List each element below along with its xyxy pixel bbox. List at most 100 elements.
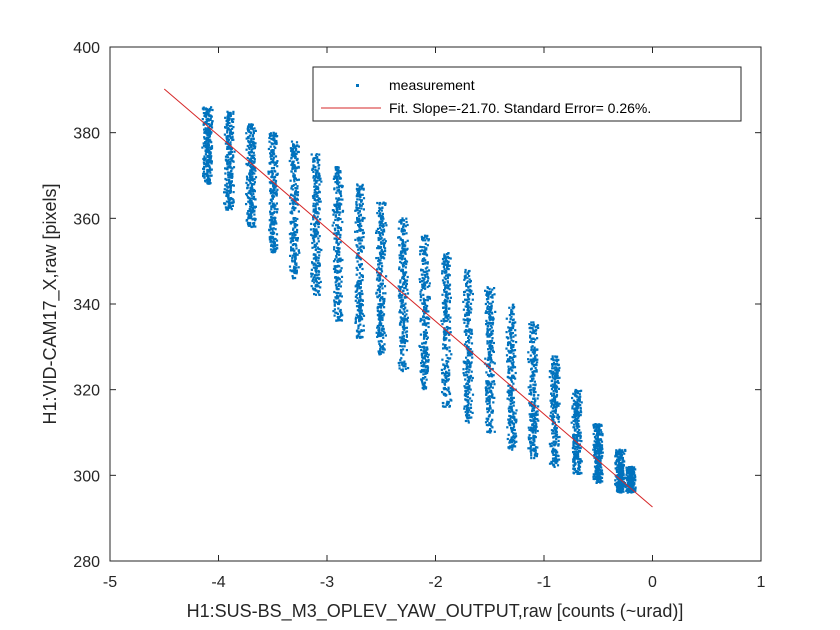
measurement-point [485, 386, 488, 389]
measurement-point [270, 157, 273, 161]
measurement-point [269, 226, 272, 229]
measurement-point [362, 197, 366, 200]
measurement-point [576, 398, 579, 401]
measurement-point [399, 250, 403, 253]
measurement-point [337, 284, 340, 288]
measurement-point [379, 235, 382, 238]
measurement-point [228, 147, 231, 150]
measurement-point [425, 247, 428, 250]
measurement-point [557, 369, 560, 372]
measurement-point [573, 458, 576, 461]
measurement-point [486, 419, 489, 422]
measurement-point [251, 204, 254, 207]
measurement-point [554, 402, 557, 405]
measurement-point [224, 155, 228, 158]
measurement-point [273, 237, 276, 240]
measurement-point [293, 180, 296, 183]
measurement-point [271, 229, 274, 232]
measurement-point [469, 374, 472, 377]
measurement-point [575, 440, 579, 443]
measurement-point [534, 449, 537, 452]
measurement-point [226, 131, 229, 134]
measurement-point [448, 346, 451, 349]
measurement-point [465, 413, 469, 416]
measurement-point [448, 288, 451, 291]
measurement-point [576, 451, 579, 454]
measurement-point [599, 429, 602, 432]
measurement-point [379, 333, 382, 336]
measurement-point [354, 238, 357, 241]
measurement-point [419, 290, 422, 293]
measurement-point [440, 319, 443, 322]
measurement-point [204, 129, 208, 132]
measurement-point [355, 195, 358, 198]
measurement-point [578, 450, 581, 453]
measurement-point [357, 263, 361, 266]
measurement-point [246, 177, 249, 180]
measurement-point [311, 195, 315, 198]
measurement-point [529, 447, 532, 450]
measurement-point [272, 244, 275, 247]
measurement-point [296, 187, 299, 190]
measurement-point [276, 135, 279, 138]
measurement-point [425, 369, 428, 372]
measurement-point [251, 218, 254, 221]
measurement-point [202, 112, 205, 115]
measurement-point [204, 180, 207, 183]
measurement-point [445, 346, 448, 349]
measurement-point [463, 321, 466, 324]
measurement-point [424, 270, 428, 273]
measurement-point [444, 405, 447, 408]
measurement-point [340, 312, 343, 316]
measurement-point [400, 341, 403, 344]
measurement-point [512, 416, 515, 419]
measurement-point [293, 249, 296, 252]
measurement-point [551, 403, 554, 406]
measurement-point [537, 405, 540, 408]
measurement-point [320, 180, 323, 183]
measurement-point [379, 334, 382, 338]
measurement-point [443, 253, 446, 256]
measurement-point [312, 208, 315, 211]
measurement-point [376, 271, 379, 274]
measurement-point [447, 357, 451, 360]
measurement-point [467, 421, 470, 424]
measurement-point [378, 285, 381, 288]
measurement-point [252, 224, 256, 227]
measurement-point [507, 433, 510, 436]
measurement-point [359, 249, 362, 252]
measurement-point [486, 402, 489, 406]
measurement-point [378, 322, 381, 325]
measurement-point [598, 469, 601, 472]
measurement-point [404, 365, 407, 368]
measurement-point [489, 423, 492, 426]
measurement-point [378, 201, 381, 205]
measurement-point [378, 312, 381, 315]
measurement-point [253, 144, 256, 148]
measurement-point [312, 228, 315, 231]
measurement-point [225, 182, 228, 185]
measurement-point [488, 398, 491, 401]
measurement-point [490, 391, 493, 394]
measurement-point [294, 187, 297, 190]
measurement-point [592, 423, 595, 426]
measurement-point [296, 194, 299, 197]
measurement-point [426, 299, 429, 302]
measurement-point [447, 360, 450, 363]
measurement-point [270, 154, 273, 157]
measurement-point [337, 229, 340, 232]
measurement-point [245, 193, 248, 196]
measurement-point [421, 342, 424, 345]
measurement-point [382, 313, 386, 316]
measurement-point [377, 236, 380, 240]
measurement-point [443, 271, 446, 274]
measurement-point [336, 186, 339, 189]
measurement-point [572, 443, 575, 446]
measurement-point [276, 160, 279, 163]
measurement-point [489, 322, 492, 325]
measurement-point [294, 149, 297, 152]
measurement-point [466, 318, 469, 321]
measurement-point [469, 365, 472, 368]
measurement-point [202, 172, 205, 175]
measurement-point [402, 304, 405, 308]
